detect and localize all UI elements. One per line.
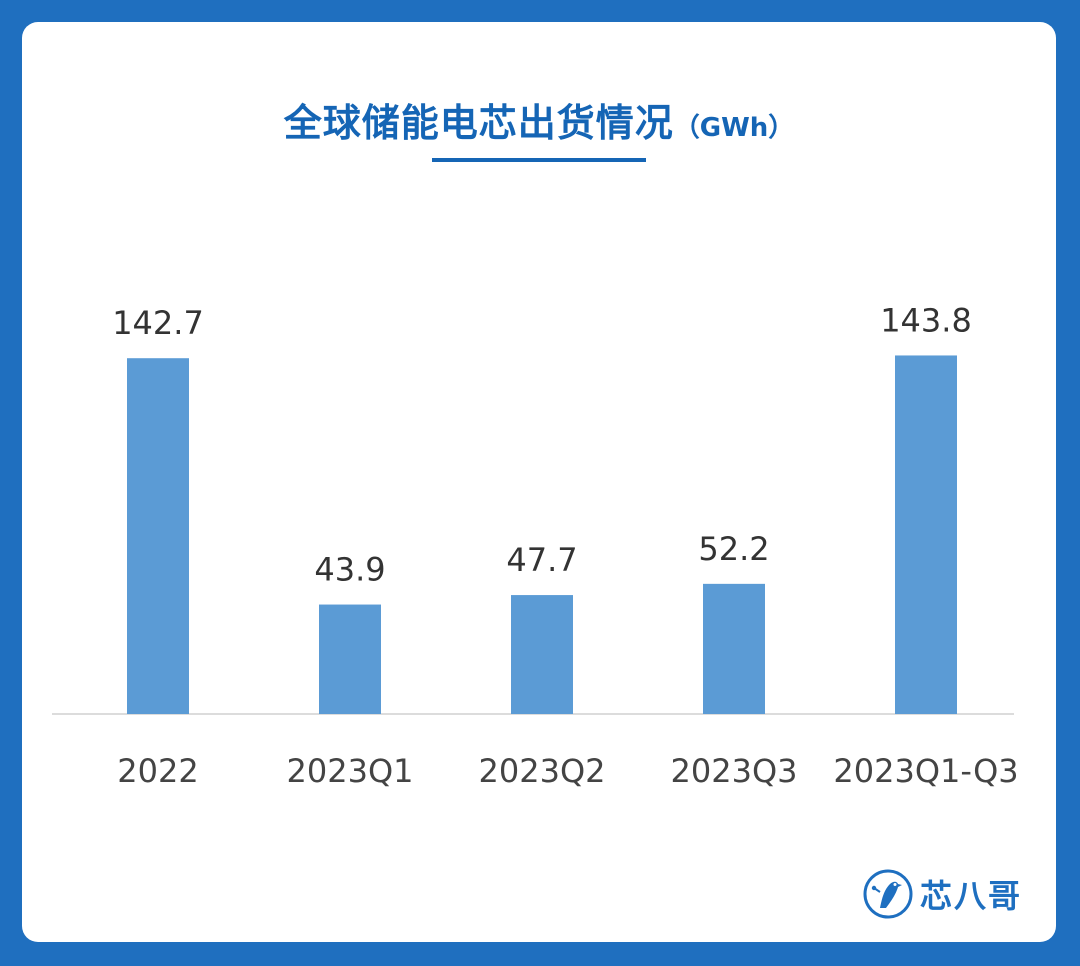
chart-title-unit: （GWh）: [673, 113, 795, 143]
category-label-2023Q1-Q3: 2023Q1-Q3: [833, 752, 1018, 790]
bird-logo-icon: [863, 869, 913, 919]
data-label-2022: 142.7: [112, 304, 204, 342]
category-label-2022: 2022: [117, 752, 198, 790]
brand-logo: 芯八哥: [862, 868, 1022, 920]
bar-2023Q1: [319, 604, 381, 714]
chart-card: 全球储能电芯出货情况（GWh） 142.7 2022 43.9 2023Q1 47.7 2…: [22, 22, 1056, 942]
brand-name: 芯八哥: [920, 877, 1023, 915]
category-label-2023Q1: 2023Q1: [287, 752, 414, 790]
chart-title: 全球储能电芯出货情况: [283, 101, 674, 145]
bar-2022: [127, 358, 189, 714]
bar-2023Q3: [703, 583, 765, 714]
bar-2023Q2: [511, 595, 573, 714]
bar-2023Q1-Q3: [895, 355, 957, 714]
data-label-2023Q1-Q3: 143.8: [880, 301, 972, 339]
category-label-2023Q3: 2023Q3: [671, 752, 798, 790]
category-label-2023Q2: 2023Q2: [479, 752, 606, 790]
data-label-2023Q2: 47.7: [506, 541, 577, 579]
title-underline: [432, 158, 646, 162]
data-label-2023Q1: 43.9: [314, 551, 385, 589]
bar-chart: 142.7 2022 43.9 2023Q1 47.7 2023Q2 52.2 2023Q3 1…: [52, 301, 1019, 790]
data-label-2023Q3: 52.2: [698, 530, 769, 568]
chart-title-wrap: 全球储能电芯出货情况（GWh）: [22, 92, 1056, 147]
